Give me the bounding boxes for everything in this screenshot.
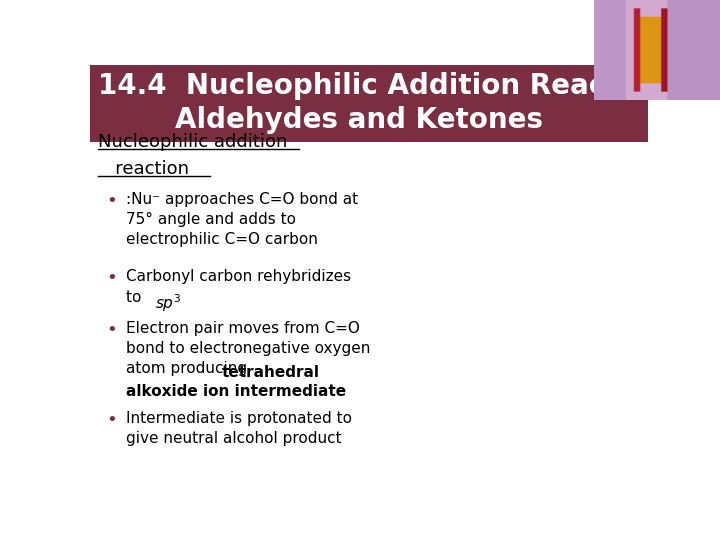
Text: tetrahedral: tetrahedral [222,365,320,380]
Text: Electron pair moves from C=O
bond to electronegative oxygen
atom producing: Electron pair moves from C=O bond to ele… [126,321,371,376]
Text: Nucleophilic addition: Nucleophilic addition [99,133,288,151]
Text: 14.4  Nucleophilic Addition Reactions of: 14.4 Nucleophilic Addition Reactions of [99,72,720,100]
Text: •: • [107,321,117,339]
FancyBboxPatch shape [90,65,648,141]
Text: reaction: reaction [99,160,189,178]
Text: •: • [107,411,117,429]
Text: Carbonyl carbon rehybridizes
to: Carbonyl carbon rehybridizes to [126,269,351,305]
Text: :Nu⁻ approaches C=O bond at
75° angle and adds to
electrophilic C=O carbon: :Nu⁻ approaches C=O bond at 75° angle an… [126,192,359,247]
Text: •: • [107,269,117,287]
Text: Aldehydes and Ketones: Aldehydes and Ketones [99,106,544,134]
Text: •: • [107,192,117,210]
Text: Intermediate is protonated to
give neutral alcohol product: Intermediate is protonated to give neutr… [126,411,352,446]
Text: alkoxide ion intermediate: alkoxide ion intermediate [126,384,346,399]
Text: $\it{sp}^{3}$: $\it{sp}^{3}$ [156,292,181,314]
